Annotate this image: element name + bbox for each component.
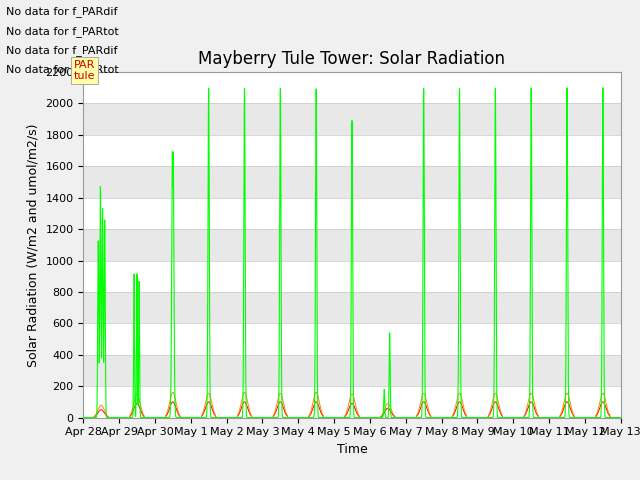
X-axis label: Time: Time bbox=[337, 443, 367, 456]
Text: No data for f_PARdif: No data for f_PARdif bbox=[6, 45, 118, 56]
Bar bbox=[83, 198, 621, 229]
Y-axis label: Solar Radiation (W/m2 and umol/m2/s): Solar Radiation (W/m2 and umol/m2/s) bbox=[27, 123, 40, 367]
Bar bbox=[83, 355, 621, 386]
Bar bbox=[83, 72, 621, 103]
Text: No data for f_PARdif: No data for f_PARdif bbox=[6, 6, 118, 17]
Text: No data for f_PARtot: No data for f_PARtot bbox=[6, 64, 119, 75]
Bar bbox=[83, 292, 621, 324]
Bar bbox=[83, 103, 621, 135]
Bar bbox=[83, 166, 621, 198]
Title: Mayberry Tule Tower: Solar Radiation: Mayberry Tule Tower: Solar Radiation bbox=[198, 49, 506, 68]
Bar bbox=[83, 324, 621, 355]
Bar bbox=[83, 229, 621, 261]
Bar bbox=[83, 261, 621, 292]
Text: No data for f_PARtot: No data for f_PARtot bbox=[6, 25, 119, 36]
Bar bbox=[83, 386, 621, 418]
Bar bbox=[83, 135, 621, 166]
Text: PAR
tule: PAR tule bbox=[74, 60, 95, 81]
